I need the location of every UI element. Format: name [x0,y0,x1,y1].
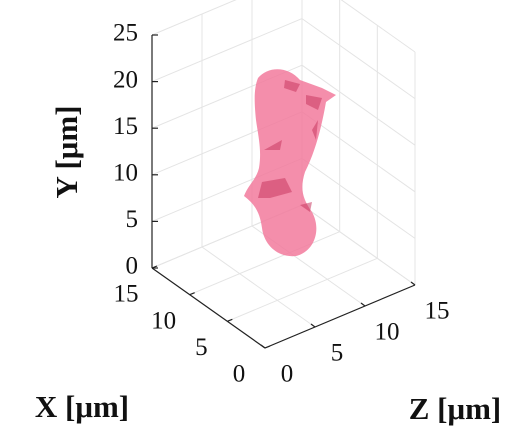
z-tick-label: 5 [331,340,344,367]
z-axis-label: Z [μm] [409,391,501,426]
z-tick-label: 10 [375,319,400,346]
y-tick-label: 0 [126,253,139,280]
surface [244,69,336,256]
grid-line [302,158,415,238]
x-tick-label: 0 [233,361,246,388]
z-tick-label: 0 [281,361,294,388]
y-tick-label: 10 [113,160,138,187]
y-tick-label: 25 [113,20,138,47]
x-tick-label: 15 [114,281,139,308]
grid-line [302,19,415,99]
grid-line [190,232,340,295]
y-tick-label: 15 [113,113,138,140]
tick-mark [411,282,415,285]
z-tick-label: 15 [425,298,450,325]
tick-mark [190,293,195,295]
y-axis-label: Y [μm] [49,105,84,198]
y-tick-label: 5 [126,206,139,233]
cell-surface [244,69,336,256]
x-tick-label: 5 [195,334,208,361]
tick-mark [361,303,365,306]
tick-mark [311,324,315,327]
tick-mark [261,345,265,348]
x-tick-label: 10 [151,307,176,334]
chart: Y [μm] X [μm] Z [μm] 0510152025051015051… [0,0,528,428]
grid-line [302,0,415,52]
x-axis-label: X [μm] [35,389,129,424]
y-tick-label: 20 [113,66,138,93]
grid-line [152,0,302,35]
tick-mark [227,319,232,321]
grid-line [227,258,377,321]
